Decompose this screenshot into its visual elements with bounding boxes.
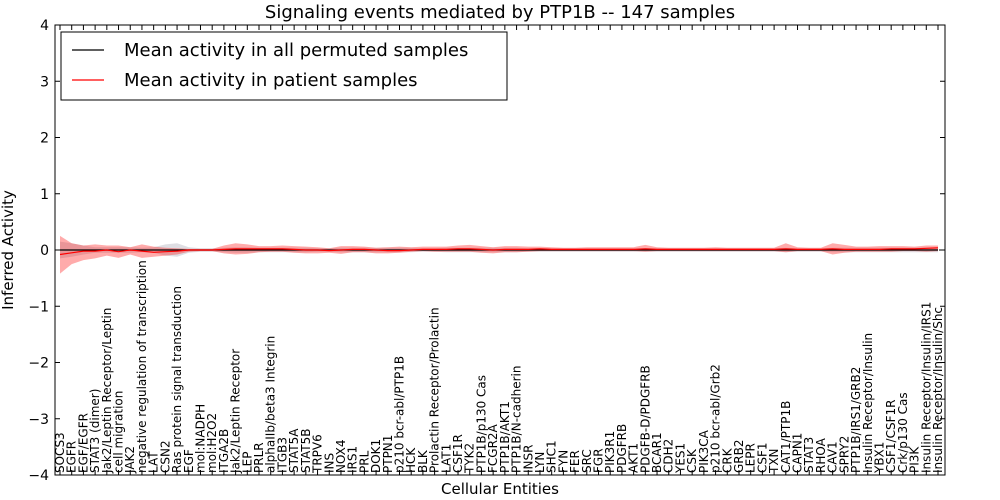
x-tick-label: PIK3CA — [697, 429, 711, 473]
x-tick-label: p210 bcr-abl/Grb2 — [709, 364, 723, 473]
y-tick-label: 1 — [40, 187, 49, 203]
x-tick-label: LYN — [533, 452, 547, 473]
x-tick-label: PTPN1 — [381, 435, 395, 473]
y-tick-label: −1 — [28, 299, 49, 315]
x-tick-label: EGF/EGFR — [76, 413, 90, 473]
x-tick-label: YBX1 — [873, 442, 887, 474]
x-tick-label: CSF1 — [755, 442, 769, 473]
x-tick-label: IRS1 — [346, 446, 360, 473]
x-tick-label: PRL — [357, 450, 371, 473]
x-tick-label: CDH2 — [662, 439, 676, 473]
y-tick-label: 0 — [40, 243, 49, 259]
y-tick-label: −4 — [28, 468, 49, 484]
x-tick-label: STAT3 (dimer) — [88, 389, 102, 473]
x-tick-label: Crk/p130 Cas — [896, 392, 910, 473]
x-tick-label: FCGR2A — [486, 423, 500, 473]
x-tick-label: PTP1B/AKT1 — [498, 401, 512, 473]
x-tick-label: negative regulation of transcription — [135, 260, 149, 473]
x-tick-label: JAK2 — [123, 446, 137, 474]
legend-entry: Mean activity in all permuted samples — [124, 40, 468, 61]
x-tick-label: CSK — [685, 448, 699, 473]
x-tick-label: PDGFB-D/PDGFRB — [638, 365, 652, 473]
x-tick-label: CRK — [720, 447, 734, 473]
x-tick-label: mol:H2O2 — [205, 413, 219, 473]
x-tick-label: LEPR — [744, 443, 758, 473]
x-tick-label: STAT3 — [802, 437, 816, 473]
x-tick-label: p210 bcr-abl/PTP1B — [393, 356, 407, 473]
x-tick-label: Insulin Receptor/Insulin/Shc — [931, 307, 945, 473]
x-tick-label: Jak2/Leptin Receptor — [229, 349, 243, 474]
x-tick-label: CSN2 — [158, 440, 172, 473]
x-tick-label: EGF — [182, 449, 196, 473]
x-tick-label: PIK3R1 — [603, 431, 617, 473]
y-tick-label: −3 — [28, 412, 49, 428]
x-tick-label: STAT5B — [299, 429, 313, 474]
x-tick-label: alphaIIb/beta3 Integrin — [264, 336, 278, 473]
chart-title: Signaling events mediated by PTP1B -- 14… — [265, 2, 735, 23]
x-tick-label: SPRY2 — [837, 436, 851, 473]
x-tick-label: STAT5A — [287, 428, 301, 473]
x-tick-label: SHC1 — [545, 440, 559, 473]
series-band — [60, 235, 938, 274]
x-tick-label: Jak2/Leptin Receptor/Leptin — [100, 308, 114, 474]
x-tick-label: INS — [322, 453, 336, 473]
x-tick-label: BLK — [416, 449, 430, 473]
x-tick-label: RHOA — [814, 437, 828, 473]
x-tick-label: PDGFRB — [615, 424, 629, 473]
y-tick-label: 4 — [40, 18, 49, 34]
x-tick-label: cell migration — [112, 391, 126, 473]
x-tick-label: Insulin Receptor/Insulin/IRS1 — [919, 302, 933, 473]
legend-box — [60, 31, 508, 101]
x-tick-label: SRC — [580, 449, 594, 473]
x-tick-label: ITGB3 — [275, 437, 289, 473]
x-tick-label: YES1 — [674, 443, 688, 474]
x-tick-label: DOK1 — [369, 439, 383, 473]
x-tick-label: PTP1B/IRS1/GRB2 — [849, 367, 863, 473]
y-tick-label: 3 — [40, 74, 49, 90]
series-line — [59, 247, 939, 256]
legend-entry: Mean activity in patient samples — [124, 70, 418, 91]
x-axis-label: Cellular Entities — [441, 480, 559, 498]
y-tick-label: −2 — [28, 356, 49, 372]
x-tick-label: CAV1 — [826, 441, 840, 473]
x-tick-label: Insulin Receptor/Insulin — [861, 333, 875, 473]
x-tick-label: Ras protein signal transduction — [170, 286, 184, 473]
x-tick-label: FYN — [556, 450, 570, 473]
x-tick-label: LAT1 — [439, 444, 453, 473]
x-tick-label: Prolactin Receptor/Prolactin — [428, 307, 442, 473]
x-tick-label: PTP1B/p130 Cas — [474, 375, 488, 473]
x-tick-label: NOX4 — [334, 439, 348, 473]
x-tick-label: BCAR1 — [650, 432, 664, 473]
x-tick-label: PRLR — [252, 442, 266, 473]
y-axis-label: Inferred Activity — [0, 190, 17, 310]
x-tick-label: AKT1 — [627, 443, 641, 473]
x-tick-label: CSF1R — [451, 434, 465, 473]
plot-frame — [54, 24, 946, 476]
x-tick-label: PI3K — [908, 446, 922, 473]
x-tick-label: TYK2 — [463, 443, 477, 474]
x-tick-label: SOCS3 — [53, 432, 67, 473]
x-tick-label: TRPV6 — [311, 434, 325, 474]
x-tick-label: EGFR — [65, 441, 79, 473]
x-tick-label: CAPN1 — [791, 433, 805, 473]
x-tick-label: mol:NADPH — [194, 404, 208, 473]
x-tick-label: HCK — [404, 447, 418, 473]
y-tick-label: 2 — [40, 131, 49, 147]
legend: Mean activity in all permuted samples Mea… — [60, 31, 508, 101]
x-tick-label: LEP — [240, 451, 254, 473]
x-tick-label: FER — [568, 450, 582, 473]
x-tick-label: PTP1B/N-cadherin — [510, 366, 524, 473]
x-tick-label: CAT1/PTP1B — [779, 401, 793, 473]
x-tick-label: GRB2 — [732, 439, 746, 473]
x-tick-label: LAT — [147, 451, 161, 473]
x-tick-label: FGR — [592, 448, 606, 473]
x-tick-label: TXN — [767, 448, 781, 474]
x-tick-label: INSR — [521, 445, 535, 473]
x-tick-label: ITGA2B — [217, 429, 231, 473]
x-tick-label: CSF1/CSF1R — [884, 400, 898, 473]
